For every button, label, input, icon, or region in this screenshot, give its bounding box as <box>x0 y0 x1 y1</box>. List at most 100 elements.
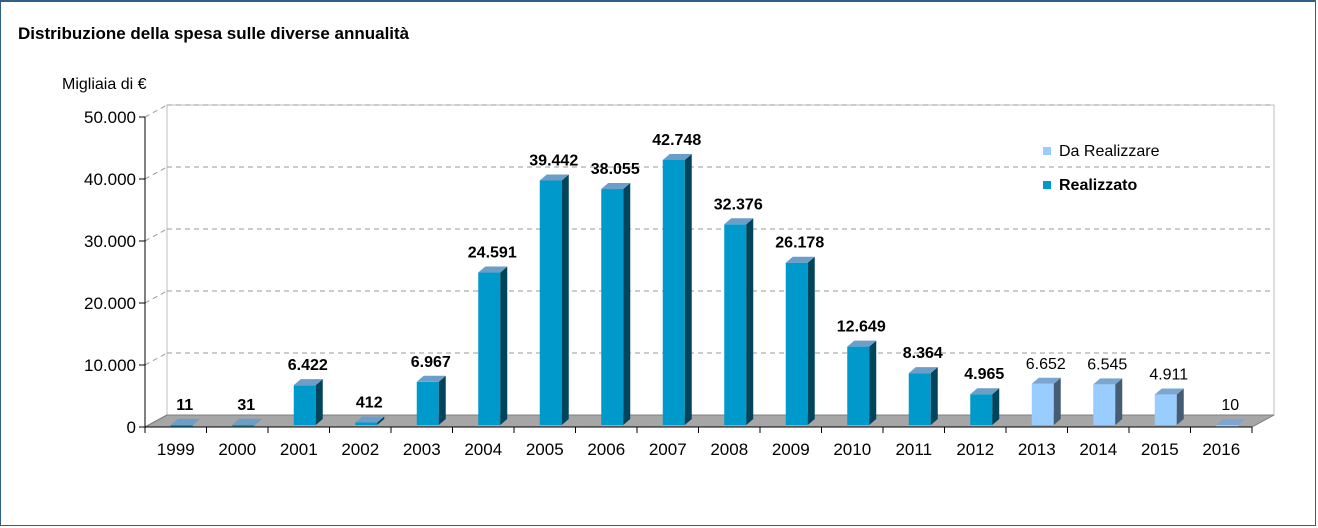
bar-front <box>1031 383 1054 425</box>
bar-top <box>724 218 754 225</box>
x-tick-label: 2003 <box>403 440 441 459</box>
legend-item-da-realizzare: Da Realizzare <box>1043 143 1160 160</box>
data-label-2016: 10 <box>1221 397 1239 414</box>
bar-2014 <box>1093 378 1123 425</box>
y-tick-label: 20.000 <box>84 294 136 313</box>
bar-2011 <box>908 367 938 425</box>
bar-2001 <box>293 379 323 425</box>
bar-front <box>1216 424 1239 427</box>
data-label-2015: 4.911 <box>1149 367 1188 384</box>
bar-2006 <box>601 183 631 425</box>
gridline-diagonal <box>144 290 168 304</box>
bar-top <box>1154 388 1184 395</box>
gridline-diagonal <box>144 228 168 242</box>
x-tick-label: 2010 <box>833 440 871 459</box>
data-label-2002: 412 <box>356 394 383 411</box>
x-tick-label: 2009 <box>772 440 810 459</box>
bar-side <box>192 418 200 425</box>
gridline-diagonal <box>144 104 168 118</box>
data-label-2009: 26.178 <box>775 235 824 252</box>
data-label-2007: 42.748 <box>652 132 701 149</box>
x-tick-label: 2016 <box>1202 440 1240 459</box>
bar-top <box>1093 378 1123 385</box>
bar-front <box>601 189 624 425</box>
bar-top <box>478 266 508 273</box>
gridline-diagonal <box>144 166 168 180</box>
y-tick-label: 40.000 <box>84 170 136 189</box>
x-tick-label: 2013 <box>1018 440 1056 459</box>
data-label-2013: 6.652 <box>1026 356 1066 373</box>
bar-top <box>662 153 692 160</box>
y-tick-label: 30.000 <box>84 232 136 251</box>
data-label-2003: 6.967 <box>411 354 451 371</box>
bar-front <box>478 272 501 425</box>
bar-1999 <box>170 418 200 427</box>
bar-side <box>254 418 262 425</box>
x-tick-label: 2008 <box>710 440 748 459</box>
bar-side <box>869 340 877 425</box>
bar-2003 <box>416 375 446 425</box>
bar-2008 <box>724 218 754 425</box>
x-tick-label: 2004 <box>464 440 502 459</box>
bar-top <box>1216 418 1246 425</box>
bar-front <box>416 381 439 425</box>
data-label-2005: 39.442 <box>529 152 578 169</box>
bar-top <box>232 418 262 425</box>
bar-front <box>785 262 808 425</box>
bar-side <box>377 416 385 425</box>
x-tick-label: 2015 <box>1141 440 1179 459</box>
x-tick-label: 2007 <box>649 440 687 459</box>
bar-front <box>970 394 993 425</box>
bar-side <box>1053 377 1061 425</box>
bar-side <box>438 375 446 425</box>
bar-side <box>500 266 508 425</box>
gridline-diagonal <box>144 352 168 366</box>
x-tick-label: 2002 <box>341 440 379 459</box>
bar-side <box>1238 418 1246 425</box>
data-label-2011: 8.364 <box>903 345 943 362</box>
bar-2012 <box>970 388 1000 425</box>
x-tick-label: 2000 <box>218 440 256 459</box>
x-tick-label: 2012 <box>956 440 994 459</box>
bar-top <box>539 174 569 181</box>
axes: 0 10.000 20.000 30.000 40.000 50.000 1999 2000 2… <box>84 108 1253 459</box>
legend-label-da-realizzare: Da Realizzare <box>1059 143 1160 160</box>
bar-side <box>807 256 815 425</box>
legend-label-realizzato: Realizzato <box>1059 177 1137 194</box>
bar-2007 <box>662 153 692 425</box>
bar-top <box>601 183 631 190</box>
x-tick-label: 2001 <box>280 440 318 459</box>
chart-title: Distribuzione della spesa sulle diverse … <box>18 24 410 43</box>
x-tick-label: 1999 <box>157 440 195 459</box>
plot-back-wall <box>166 104 1275 416</box>
bar-top <box>355 416 385 423</box>
data-label-2008: 32.376 <box>714 196 763 213</box>
bar-2009 <box>785 256 815 425</box>
bar-2002 <box>355 416 385 425</box>
bar-front <box>908 373 931 425</box>
bar-side <box>623 183 631 425</box>
bar-top <box>416 375 446 382</box>
bar-side <box>315 379 323 425</box>
bar-2010 <box>847 340 877 425</box>
x-tick-label: 2005 <box>526 440 564 459</box>
bar-top <box>785 256 815 263</box>
x-tick-label: 2006 <box>587 440 625 459</box>
bar-2013 <box>1031 377 1061 425</box>
x-tick-label: 2011 <box>895 440 932 459</box>
y-tick-label: 50.000 <box>84 108 136 127</box>
bar-top <box>293 379 323 386</box>
bar-top <box>1031 377 1061 384</box>
bar-side <box>930 367 938 425</box>
data-label-2004: 24.591 <box>468 245 517 262</box>
data-labels: 11 31 6.422 412 6.967 24.591 39.442 38.055 42.74… <box>176 132 1239 414</box>
bar-front <box>232 424 255 427</box>
legend-item-realizzato: Realizzato <box>1043 177 1137 194</box>
data-label-1999: 11 <box>176 397 193 414</box>
bar-2005 <box>539 174 569 425</box>
bar-front <box>1154 394 1177 425</box>
legend: Da Realizzare Realizzato <box>1043 143 1160 194</box>
bar-side <box>1176 388 1184 425</box>
data-label-2006: 38.055 <box>591 161 640 178</box>
